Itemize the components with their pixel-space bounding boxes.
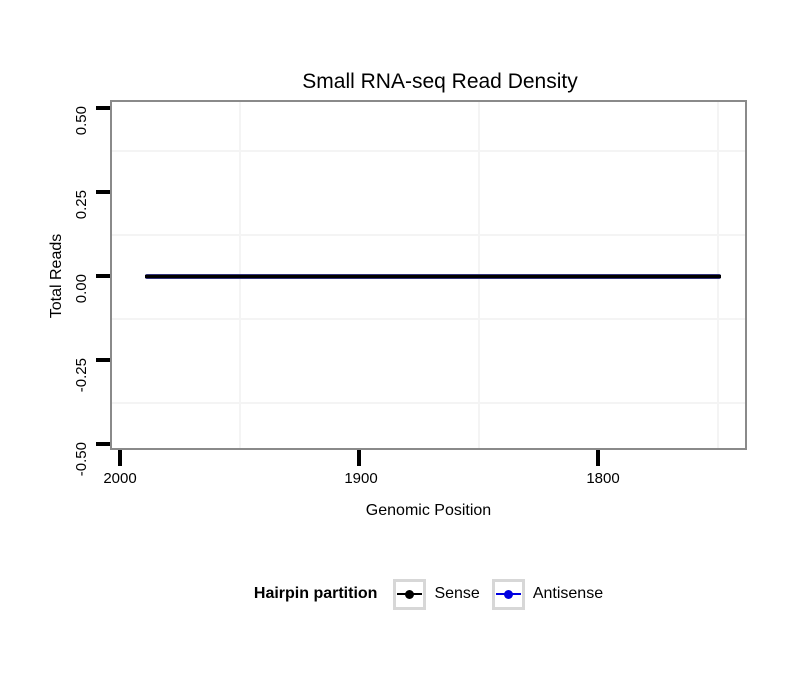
x-tick-label: 2000 xyxy=(103,470,137,487)
x-axis-tick xyxy=(596,450,600,466)
x-axis-tick xyxy=(118,450,122,466)
y-axis-tick xyxy=(96,106,110,110)
legend-key-sense xyxy=(393,578,427,610)
legend-key-antisense xyxy=(491,578,525,610)
x-axis-label: Genomic Position xyxy=(365,502,492,519)
x-tick-label: 1900 xyxy=(344,470,378,487)
y-tick-label: 0.50 xyxy=(73,106,90,136)
x-axis-tick xyxy=(357,450,361,466)
series-line-sense xyxy=(145,275,721,278)
legend-label-sense: Sense xyxy=(434,585,480,602)
chart-title: Small RNA-seq Read Density xyxy=(302,70,578,93)
minor-gridline-h xyxy=(112,150,745,152)
y-tick-label: -0.25 xyxy=(73,358,90,393)
legend-item-antisense: Antisense xyxy=(491,578,604,610)
legend-label-antisense: Antisense xyxy=(532,585,604,602)
legend-item-sense: Sense xyxy=(393,578,480,610)
sense-point-icon xyxy=(405,589,415,599)
minor-gridline-h xyxy=(112,402,745,404)
plot-panel xyxy=(110,100,747,450)
minor-gridline-h xyxy=(112,318,745,320)
x-tick-label: 1800 xyxy=(586,470,620,487)
legend: Hairpin partition Sense Antisense xyxy=(110,577,747,611)
antisense-point-icon xyxy=(503,589,513,599)
y-tick-label: 0.00 xyxy=(73,274,90,304)
y-axis-tick xyxy=(96,190,110,194)
y-axis-tick xyxy=(96,358,110,362)
y-axis-label: Total Reads xyxy=(48,233,65,319)
y-axis-tick xyxy=(96,274,110,278)
minor-gridline-h xyxy=(112,234,745,236)
y-tick-label: 0.25 xyxy=(73,190,90,220)
legend-title: Hairpin partition xyxy=(253,585,378,602)
y-axis-tick xyxy=(96,442,110,446)
